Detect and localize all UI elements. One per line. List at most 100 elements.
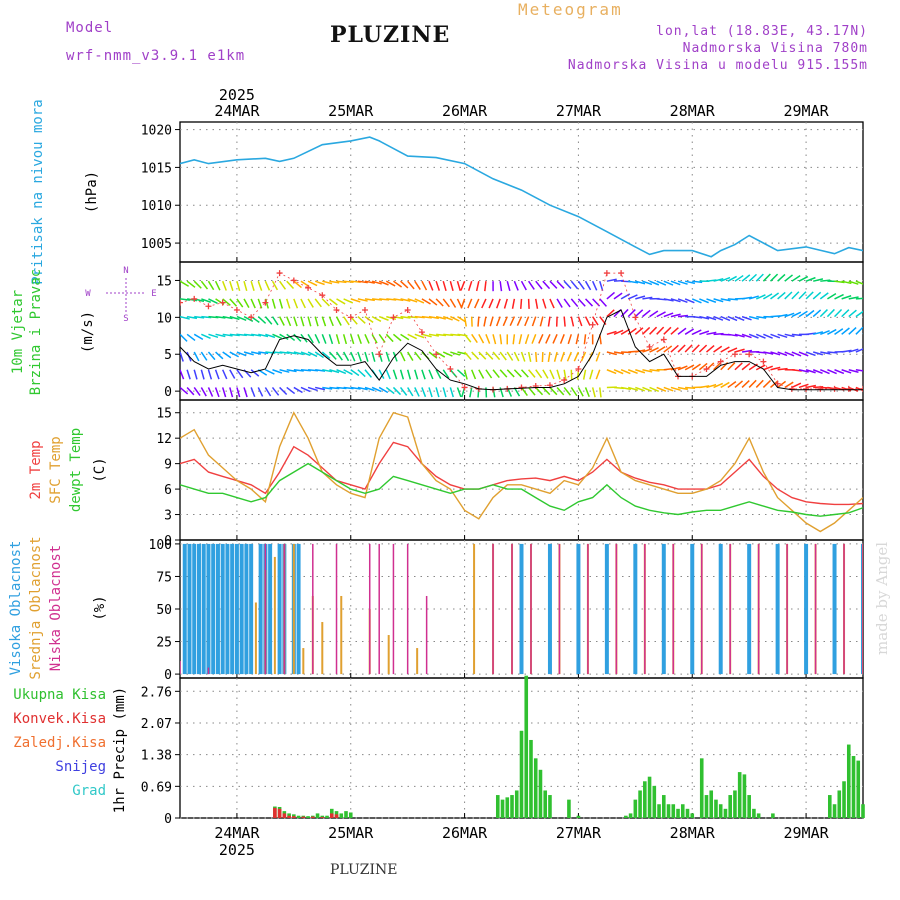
wind-unit: (m/s) [80, 311, 96, 353]
wind-barb [499, 281, 503, 292]
wind-barb [699, 385, 710, 389]
wind-barb [342, 351, 350, 362]
wind-barb [200, 351, 208, 361]
wind-barb [755, 333, 766, 339]
gust-marker [660, 336, 667, 343]
wind-barb [364, 315, 374, 323]
wind-barb [406, 369, 412, 380]
wind-barb [336, 280, 347, 284]
wind-barb [478, 369, 485, 379]
precip-bar [628, 813, 633, 818]
wind-barb [606, 351, 617, 356]
wind-barb [271, 386, 280, 396]
gust-marker [180, 299, 183, 306]
cloud-bar [416, 648, 419, 675]
cloud-bar [292, 543, 295, 675]
wind-barb [300, 386, 311, 393]
wind-barb [567, 334, 573, 345]
wind-barb [534, 298, 539, 309]
wind-barb [642, 296, 653, 300]
wind-barb [670, 313, 681, 318]
product-title: Meteogram [518, 0, 623, 19]
precip-bar [567, 799, 571, 818]
wind-barb [563, 316, 566, 327]
wind-barb [827, 292, 837, 300]
wind-barb [257, 387, 264, 397]
y-tick-label: 9 [164, 458, 172, 473]
wind-barb [385, 386, 395, 395]
wind-barb [271, 280, 279, 291]
wind-barb [492, 334, 497, 345]
y-tick-label: 50 [156, 603, 172, 618]
cloud-bar [283, 543, 286, 675]
wind-barb [506, 351, 514, 361]
wind-barb [813, 278, 824, 282]
wind-barb [641, 326, 651, 335]
wind-barb [670, 386, 681, 391]
wind-barb [791, 275, 801, 282]
wind-barb [684, 328, 695, 335]
wind-barb [293, 351, 304, 356]
wind-barb [524, 316, 530, 327]
wind-barb [286, 316, 292, 327]
wind-barb [545, 334, 551, 344]
wind-barb [229, 280, 234, 291]
wind-barb [777, 273, 786, 282]
wind-barb [663, 280, 674, 286]
compass-e: E [151, 289, 156, 299]
wind-barb [595, 369, 601, 380]
wind-barb [642, 369, 653, 373]
wind-barb [591, 280, 598, 291]
wind-barb [442, 387, 447, 398]
wind-barb [506, 280, 511, 292]
wind-barb [243, 387, 248, 398]
precip-bar [505, 797, 510, 818]
wind-barb [180, 386, 189, 395]
wind-barb [300, 316, 305, 327]
wind-barb [698, 362, 708, 371]
wind-barb [456, 298, 463, 309]
wind-barb [663, 298, 674, 302]
wind-barb [456, 369, 466, 378]
wind-barb [563, 386, 572, 396]
wind-barb [692, 280, 703, 284]
wind-barb [855, 348, 863, 353]
cloud-ylabel-mid: Srednja Oblacnost [28, 536, 44, 679]
precip-bar [685, 808, 690, 818]
wind-barb [539, 316, 544, 327]
wind-barb [606, 278, 617, 282]
wind-barb [755, 379, 764, 388]
wind-barb [791, 368, 802, 372]
wind-barb [449, 280, 454, 292]
precip-bar [325, 815, 329, 818]
wind-layer [180, 270, 863, 398]
wind-barb [250, 369, 260, 377]
wind-barb [400, 333, 410, 341]
wind-barb [713, 315, 724, 321]
wind-barb [677, 365, 688, 371]
x-tick-label-bottom: 26MAR [442, 824, 488, 842]
wind-barb [791, 382, 802, 389]
wind-barb [357, 316, 366, 324]
wind-barb [777, 351, 788, 357]
wind-barb [180, 315, 190, 320]
wind-barb [435, 369, 442, 379]
y-tick-label: 75 [156, 570, 172, 585]
wind-barb [692, 315, 703, 319]
gust-marker [191, 295, 198, 302]
wind-barb [456, 280, 462, 291]
wind-barb [791, 333, 802, 337]
precip-bar [311, 816, 315, 818]
wind-barb [264, 387, 272, 397]
wind-barb [474, 298, 480, 309]
wind-barb [518, 334, 523, 345]
wind-barb [516, 316, 523, 327]
wind-barb [343, 316, 350, 326]
wind-barb [499, 351, 507, 361]
wind-barb [343, 298, 354, 304]
y-tick-label: 15 [156, 274, 172, 289]
precip-bar [647, 776, 652, 818]
cloud-bar [775, 543, 780, 675]
y-tick-label: 1005 [141, 237, 172, 252]
